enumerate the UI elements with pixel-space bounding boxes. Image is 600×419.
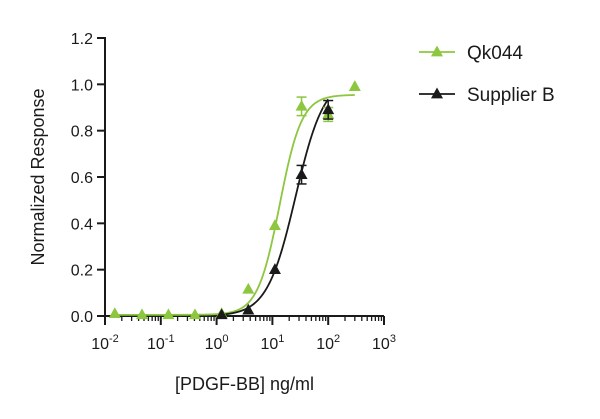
data-point-qk044	[268, 219, 281, 230]
data-point-supplier-b	[295, 168, 308, 180]
fit-curves	[114, 94, 355, 316]
x-ticks: 10-2 10-1 100 101 102 103	[91, 316, 396, 353]
y-axis-title: Normalized Response	[28, 88, 48, 265]
data-point-qk044	[135, 308, 148, 320]
y-ticks: 0.0 0.2 0.4 0.6 0.8 1.0 1.2	[71, 31, 105, 326]
y-tick-label: 0.8	[71, 124, 93, 141]
legend-marker-qk044	[431, 45, 443, 57]
data-point-supplier-b	[242, 303, 255, 315]
y-tick-label: 0.2	[71, 263, 93, 280]
x-tick-label: 101	[260, 333, 284, 353]
y-tick-label: 1.2	[71, 31, 93, 48]
legend-marker-supplier-b	[431, 87, 443, 99]
data-point-qk044	[348, 80, 361, 91]
fit-curve-qk044	[114, 94, 355, 316]
data-point-qk044	[242, 282, 255, 294]
fit-curve-supplier-b	[221, 98, 329, 316]
data-point-supplier-b	[215, 308, 228, 320]
data-point-qk044	[162, 308, 175, 320]
legend: Qk044 Supplier B	[419, 43, 555, 106]
legend-label-supplier-b: Supplier B	[467, 85, 555, 106]
y-tick-label: 1.0	[71, 77, 93, 94]
data-point-qk044	[188, 308, 201, 320]
x-tick-label: 102	[316, 333, 340, 353]
x-tick-label: 10-2	[91, 333, 119, 353]
x-tick-label: 10-1	[147, 333, 175, 353]
x-tick-label: 100	[205, 333, 229, 353]
legend-label-qk044: Qk044	[467, 43, 523, 64]
data-point-supplier-b	[268, 263, 281, 274]
x-axis-title: [PDGF-BB] ng/ml	[175, 374, 314, 394]
y-tick-label: 0.0	[71, 309, 93, 326]
axes	[104, 37, 384, 317]
data-point-supplier-b	[322, 103, 335, 115]
data-point-qk044	[108, 307, 121, 319]
y-tick-label: 0.6	[71, 170, 93, 187]
data-markers	[108, 80, 361, 320]
data-point-qk044	[295, 99, 308, 111]
y-tick-label: 0.4	[71, 216, 93, 233]
x-tick-label: 103	[372, 333, 396, 353]
